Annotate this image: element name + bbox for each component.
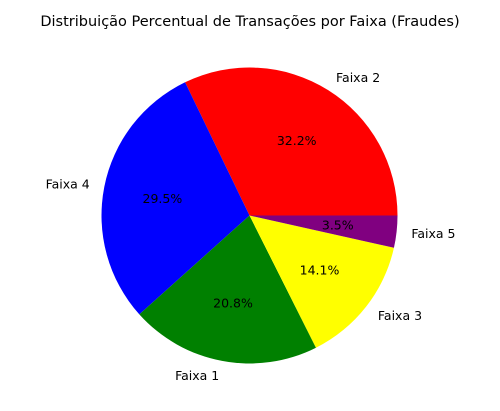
slice-percent-faixa-3: 14.1% <box>300 263 340 278</box>
slice-label-faixa-4: Faixa 4 <box>46 177 90 192</box>
slice-label-faixa-5: Faixa 5 <box>411 226 455 241</box>
pie-slice-faixa-4 <box>101 82 250 315</box>
pie-slice-faixa-3 <box>249 215 394 348</box>
pie-slice-faixa-2 <box>185 67 398 216</box>
pie-labels: Faixa 2 32.2% Faixa 4 29.5% Faixa 1 20.8% Faix… <box>46 70 456 383</box>
pie-slice-faixa-1 <box>139 215 317 364</box>
slice-percent-faixa-5: 3.5% <box>322 218 354 233</box>
pie-slice-faixa-5 <box>249 215 398 248</box>
slice-label-faixa-2: Faixa 2 <box>336 70 380 85</box>
chart-title: Distribuição Percentual de Transações po… <box>40 14 459 30</box>
slice-percent-faixa-4: 29.5% <box>143 191 183 206</box>
slice-label-faixa-3: Faixa 3 <box>378 308 422 323</box>
pie-slices <box>101 67 398 364</box>
slice-percent-faixa-2: 32.2% <box>277 133 317 148</box>
slice-percent-faixa-1: 20.8% <box>213 295 253 310</box>
slice-label-faixa-1: Faixa 1 <box>175 368 219 383</box>
